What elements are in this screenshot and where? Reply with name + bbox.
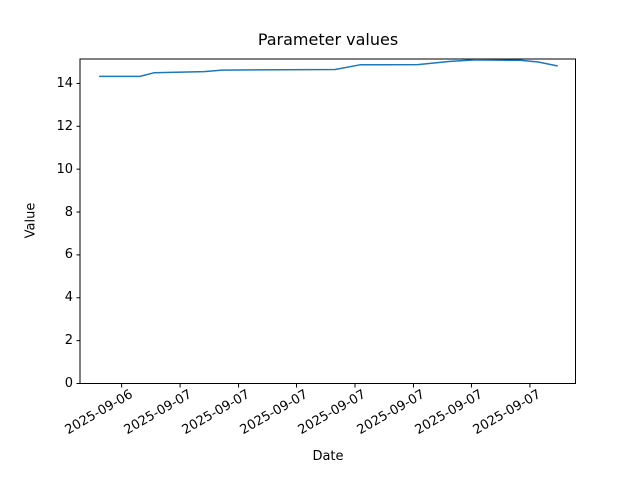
plot-frame xyxy=(79,58,576,384)
x-axis-label: Date xyxy=(312,449,344,464)
y-tick-label: 14 xyxy=(56,75,73,91)
series-line xyxy=(99,59,558,78)
chart-title: Parameter values xyxy=(257,30,399,49)
y-tick-label: 0 xyxy=(64,376,73,391)
y-tick-label: 8 xyxy=(64,204,73,220)
y-tick-label: 6 xyxy=(64,247,73,263)
y-tick-label: 12 xyxy=(56,118,73,134)
y-tick-label: 10 xyxy=(56,161,73,177)
y-tick-label: 4 xyxy=(64,290,73,306)
y-tick-label: 2 xyxy=(64,333,73,349)
y-axis-label: Value xyxy=(23,202,39,239)
